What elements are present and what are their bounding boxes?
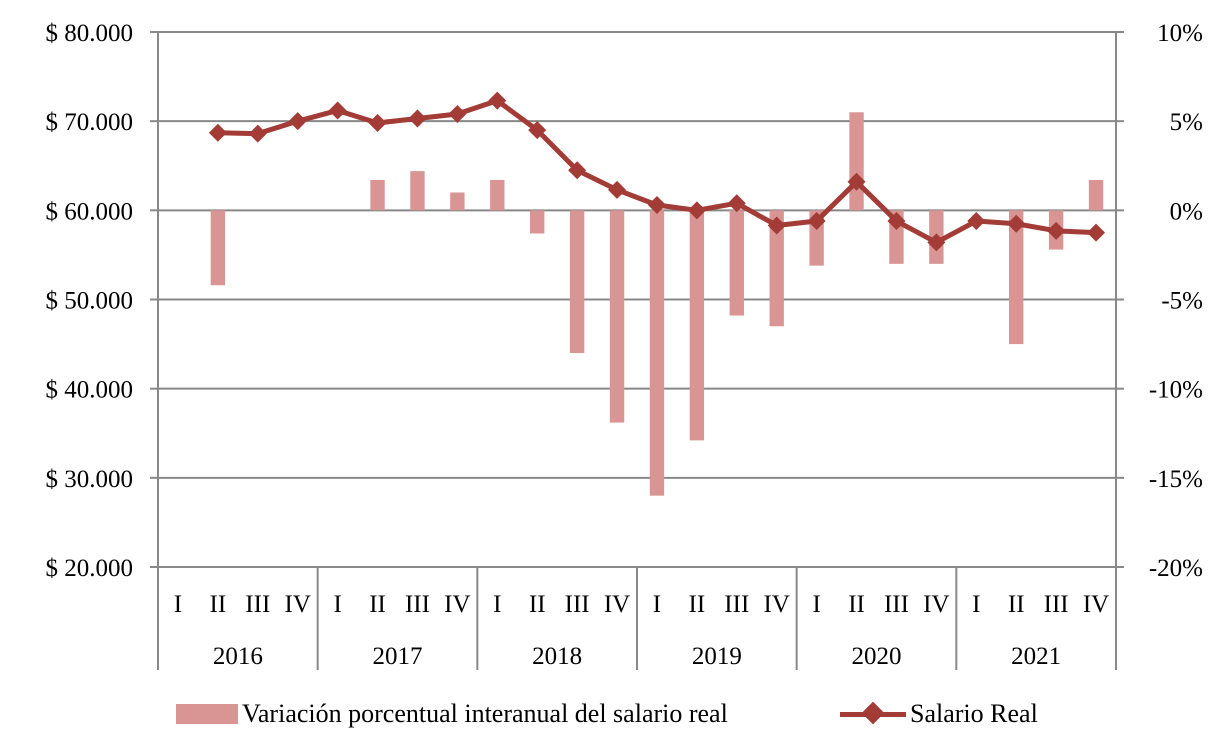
quarter-label: IV (1083, 591, 1109, 618)
left-tick-label: $ 20.000 (46, 555, 134, 582)
quarter-label: III (245, 591, 270, 618)
year-label: 2020 (852, 643, 902, 670)
line-point (248, 124, 267, 143)
left-tick-label: $ 70.000 (46, 109, 134, 136)
bar (769, 210, 784, 327)
line-point (1047, 221, 1066, 240)
quarter-label: III (405, 591, 430, 618)
right-tick-label: -15% (1149, 466, 1203, 493)
legend-label-bars: Variación porcentual interanual del sala… (242, 699, 728, 728)
left-tick-label: $ 60.000 (46, 198, 134, 225)
left-tick-label: $ 80.000 (46, 20, 134, 47)
bar (450, 192, 465, 211)
bar (609, 210, 625, 423)
year-label: 2021 (1011, 643, 1061, 670)
bar (530, 210, 545, 234)
year-label: 2016 (213, 643, 263, 670)
quarter-label: I (174, 591, 182, 618)
line-point (448, 105, 467, 124)
line-point (528, 121, 547, 140)
right-tick-label: 10% (1157, 20, 1203, 47)
bar (1009, 210, 1024, 345)
line-point (208, 123, 227, 142)
line-point (687, 201, 706, 220)
quarter-label: I (812, 591, 820, 618)
line-point (887, 212, 906, 231)
quarter-label: IV (604, 591, 630, 618)
quarter-label: III (884, 591, 909, 618)
legend-swatch-bars (176, 704, 238, 724)
legend-item-bars: Variación porcentual interanual del sala… (176, 694, 728, 734)
quarter-label: II (529, 591, 546, 618)
left-tick-label: $ 30.000 (46, 466, 134, 493)
quarter-label: II (369, 591, 386, 618)
bar (849, 112, 864, 211)
quarter-label: IV (285, 591, 311, 618)
quarter-label: I (333, 591, 341, 618)
quarter-label: IV (444, 591, 470, 618)
right-tick-label: -10% (1149, 377, 1203, 404)
line-point (647, 195, 666, 214)
axes (150, 31, 1124, 670)
line-point (927, 233, 946, 252)
legend-swatch-line (838, 699, 908, 729)
right-tick-label: 5% (1170, 109, 1203, 136)
quarter-label: I (972, 591, 980, 618)
bar (410, 171, 425, 211)
line-point (408, 109, 427, 128)
year-label: 2019 (692, 643, 742, 670)
line-point (568, 161, 587, 180)
line-point (967, 212, 986, 231)
bar (649, 210, 665, 496)
line-point (847, 172, 866, 191)
quarter-label: II (689, 591, 706, 618)
bar (210, 210, 226, 286)
line-series (208, 91, 1106, 252)
bar-series (210, 112, 1104, 496)
quarter-label: II (210, 591, 227, 618)
bar (370, 180, 385, 211)
tick-labels: $ 80.000 $ 70.000 $ 60.000 $ 50.000 $ 40.000… (46, 20, 1204, 670)
left-tick-label: $ 40.000 (46, 377, 134, 404)
line-point (1007, 214, 1026, 233)
quarter-label: III (1044, 591, 1069, 618)
line-point (288, 112, 307, 131)
legend-label-line: Salario Real (910, 699, 1038, 728)
bar (689, 210, 705, 441)
quarter-label: I (653, 591, 661, 618)
quarter-label: IV (764, 591, 790, 618)
quarter-label: IV (923, 591, 949, 618)
quarter-label: III (565, 591, 590, 618)
left-tick-label: $ 50.000 (46, 288, 134, 315)
bar (729, 210, 744, 316)
line-point (608, 180, 627, 199)
line-point (807, 212, 826, 231)
legend-item-line: Salario Real (838, 694, 1038, 734)
bar (569, 210, 585, 353)
year-label: 2017 (373, 643, 423, 670)
right-tick-label: 0% (1170, 198, 1203, 225)
line-point (767, 216, 786, 235)
quarter-label: II (848, 591, 865, 618)
right-tick-label: -20% (1149, 555, 1203, 582)
gridlines (158, 120, 1116, 479)
line-point (727, 194, 746, 213)
right-tick-label: -5% (1161, 288, 1203, 315)
line-point (328, 101, 347, 120)
quarter-label: II (1008, 591, 1025, 618)
line-point (488, 91, 507, 110)
year-label: 2018 (532, 643, 582, 670)
bar (1088, 180, 1104, 211)
line-point (368, 113, 387, 132)
bar (490, 180, 505, 211)
quarter-label: I (493, 591, 501, 618)
quarter-label: III (724, 591, 749, 618)
line-point (1087, 223, 1106, 242)
